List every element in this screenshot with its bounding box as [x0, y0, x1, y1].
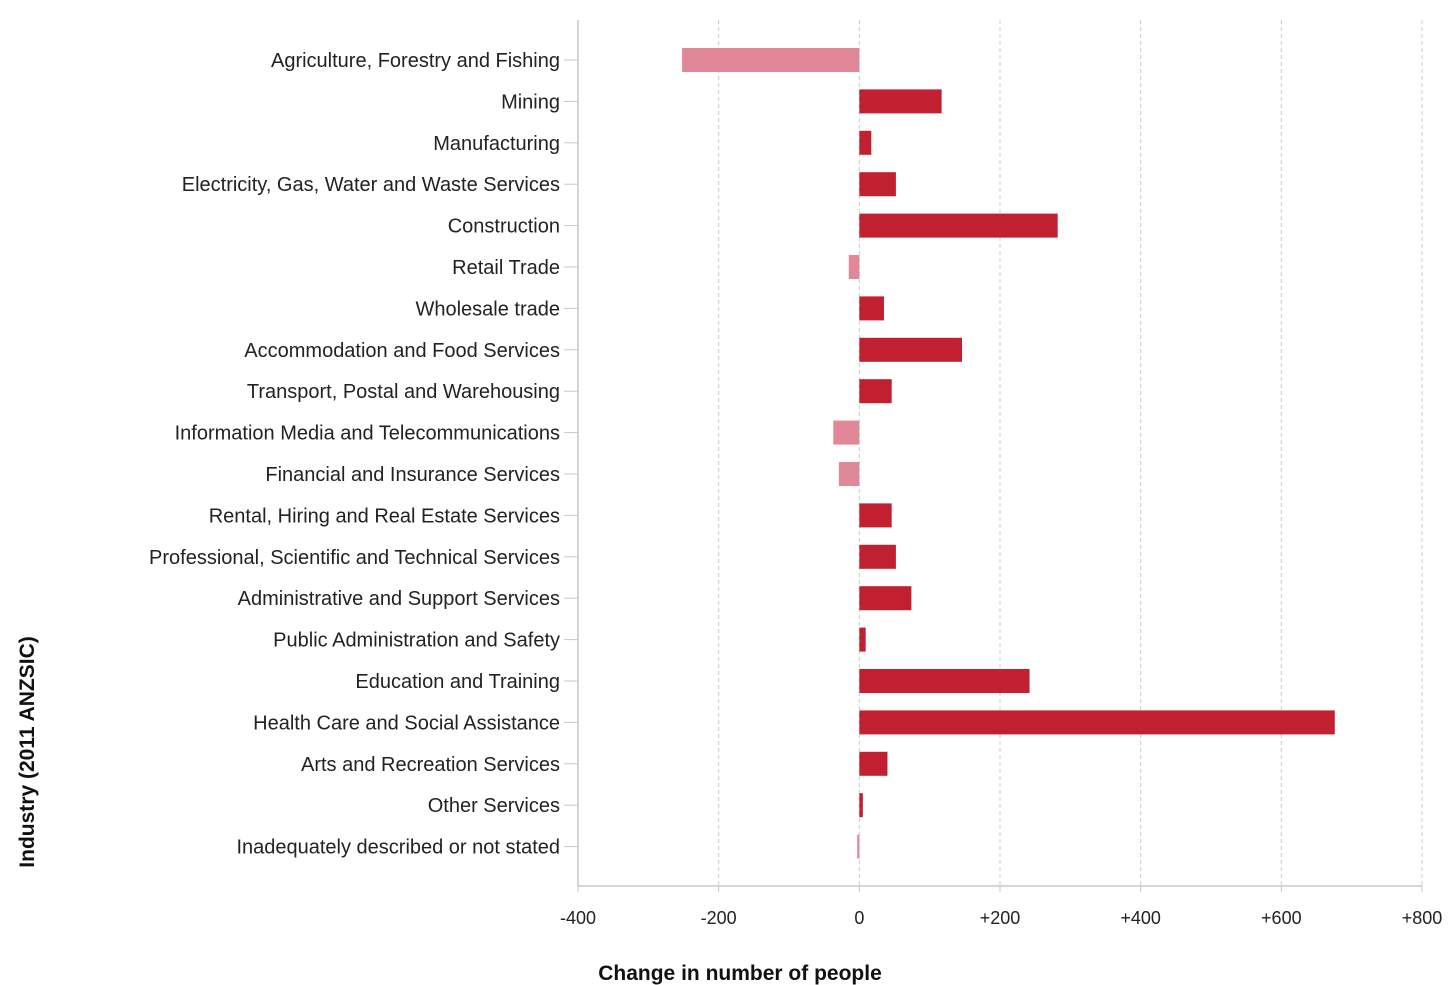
- category-label: Accommodation and Food Services: [244, 340, 560, 362]
- category-labels: Agriculture, Forestry and Fishing Mining M…: [149, 50, 560, 859]
- x-tick-label: 0: [854, 908, 864, 928]
- bar: [859, 379, 892, 404]
- bar: [859, 130, 872, 155]
- bar: [859, 751, 888, 776]
- category-label: Inadequately described or not stated: [236, 837, 560, 859]
- x-tick-label: +800: [1402, 908, 1443, 928]
- category-label: Public Administration and Safety: [273, 630, 560, 652]
- x-axis-title: Change in number of people: [598, 962, 882, 985]
- category-label: Arts and Recreation Services: [301, 754, 560, 776]
- bar: [682, 48, 860, 72]
- bar: [859, 89, 942, 114]
- category-label: Rental, Hiring and Real Estate Services: [209, 505, 560, 527]
- bar: [859, 544, 896, 569]
- category-label: Administrative and Support Services: [238, 588, 560, 610]
- bar: [859, 503, 892, 528]
- x-tick-label: +200: [980, 908, 1021, 928]
- category-label: Education and Training: [355, 671, 560, 693]
- x-tick-label: -200: [701, 908, 737, 928]
- bar: [833, 420, 860, 445]
- bar: [859, 710, 1335, 735]
- bar: [859, 337, 963, 362]
- bar: [859, 172, 896, 197]
- axes: [564, 20, 1423, 892]
- category-label: Health Care and Social Assistance: [253, 712, 560, 734]
- x-tick-label: +600: [1261, 908, 1302, 928]
- bar: [857, 834, 860, 859]
- gridlines: [718, 20, 1423, 886]
- x-tick-labels: -400 -200 0 +200 +400 +600 +800: [560, 908, 1442, 928]
- x-tick-label: -400: [560, 908, 596, 928]
- bar: [838, 462, 860, 486]
- category-label: Agriculture, Forestry and Fishing: [271, 50, 560, 72]
- category-label: Information Media and Telecommunications: [175, 423, 560, 445]
- bars: [682, 48, 1335, 859]
- category-label: Electricity, Gas, Water and Waste Servic…: [182, 174, 560, 196]
- x-tick-label: +400: [1120, 908, 1161, 928]
- category-label: Transport, Postal and Warehousing: [247, 381, 560, 403]
- bar: [859, 669, 1030, 693]
- category-label: Retail Trade: [452, 257, 560, 279]
- category-label: Wholesale trade: [415, 298, 560, 320]
- category-label: Mining: [501, 91, 560, 113]
- bar: [859, 586, 912, 611]
- bar: [859, 793, 863, 818]
- bar: [848, 255, 860, 279]
- bar: [859, 296, 884, 321]
- bar: [859, 213, 1058, 238]
- y-axis-title: Industry (2011 ANZSIC): [16, 636, 39, 867]
- category-label: Manufacturing: [433, 133, 560, 155]
- category-label: Other Services: [428, 795, 560, 817]
- category-label: Professional, Scientific and Technical S…: [149, 547, 560, 569]
- category-label: Construction: [448, 216, 560, 238]
- bar: [859, 627, 866, 652]
- category-label: Financial and Insurance Services: [265, 464, 560, 486]
